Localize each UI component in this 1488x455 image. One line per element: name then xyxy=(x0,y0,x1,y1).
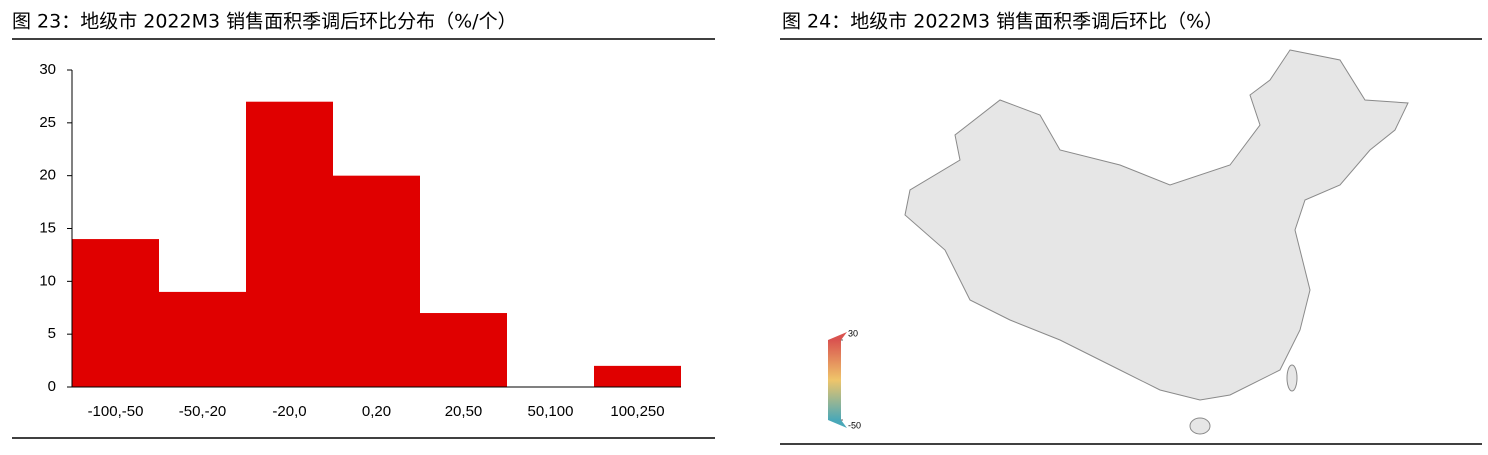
bar xyxy=(333,175,420,387)
y-tick-label: 20 xyxy=(39,167,56,184)
x-tick-label: 50,100 xyxy=(528,403,574,420)
figure-title: 图 24：地级市 2022M3 销售面积季调后环比（%） xyxy=(782,11,1223,33)
y-tick-label: 10 xyxy=(39,272,56,289)
colorbar-cap xyxy=(828,420,847,428)
y-tick-label: 5 xyxy=(48,325,56,342)
country-outline xyxy=(904,49,1409,401)
x-tick-label: -20,0 xyxy=(272,403,306,420)
y-tick-label: 15 xyxy=(39,219,56,236)
x-tick-label: 100,250 xyxy=(610,403,664,420)
island xyxy=(1286,364,1298,392)
island xyxy=(1189,417,1211,435)
bar xyxy=(159,291,246,387)
bar xyxy=(420,313,507,387)
y-tick-label: 25 xyxy=(39,114,56,131)
bar xyxy=(72,239,159,387)
figure-title: 图 23：地级市 2022M3 销售面积季调后环比分布（%/个） xyxy=(12,11,517,33)
colorbar-cap xyxy=(828,332,847,340)
y-tick-label: 30 xyxy=(39,61,56,78)
x-tick-label: 20,50 xyxy=(445,403,483,420)
bar xyxy=(594,365,681,387)
y-tick-label: 0 xyxy=(48,378,56,395)
china-map xyxy=(904,49,1409,435)
colorbar xyxy=(828,340,841,420)
x-tick-label: -100,-50 xyxy=(88,403,144,420)
bar xyxy=(246,101,333,387)
x-tick-label: -50,-20 xyxy=(179,403,227,420)
x-tick-label: 0,20 xyxy=(362,403,391,420)
colorbar-label: 30 xyxy=(848,328,858,338)
colorbar-label: -50 xyxy=(848,420,861,430)
